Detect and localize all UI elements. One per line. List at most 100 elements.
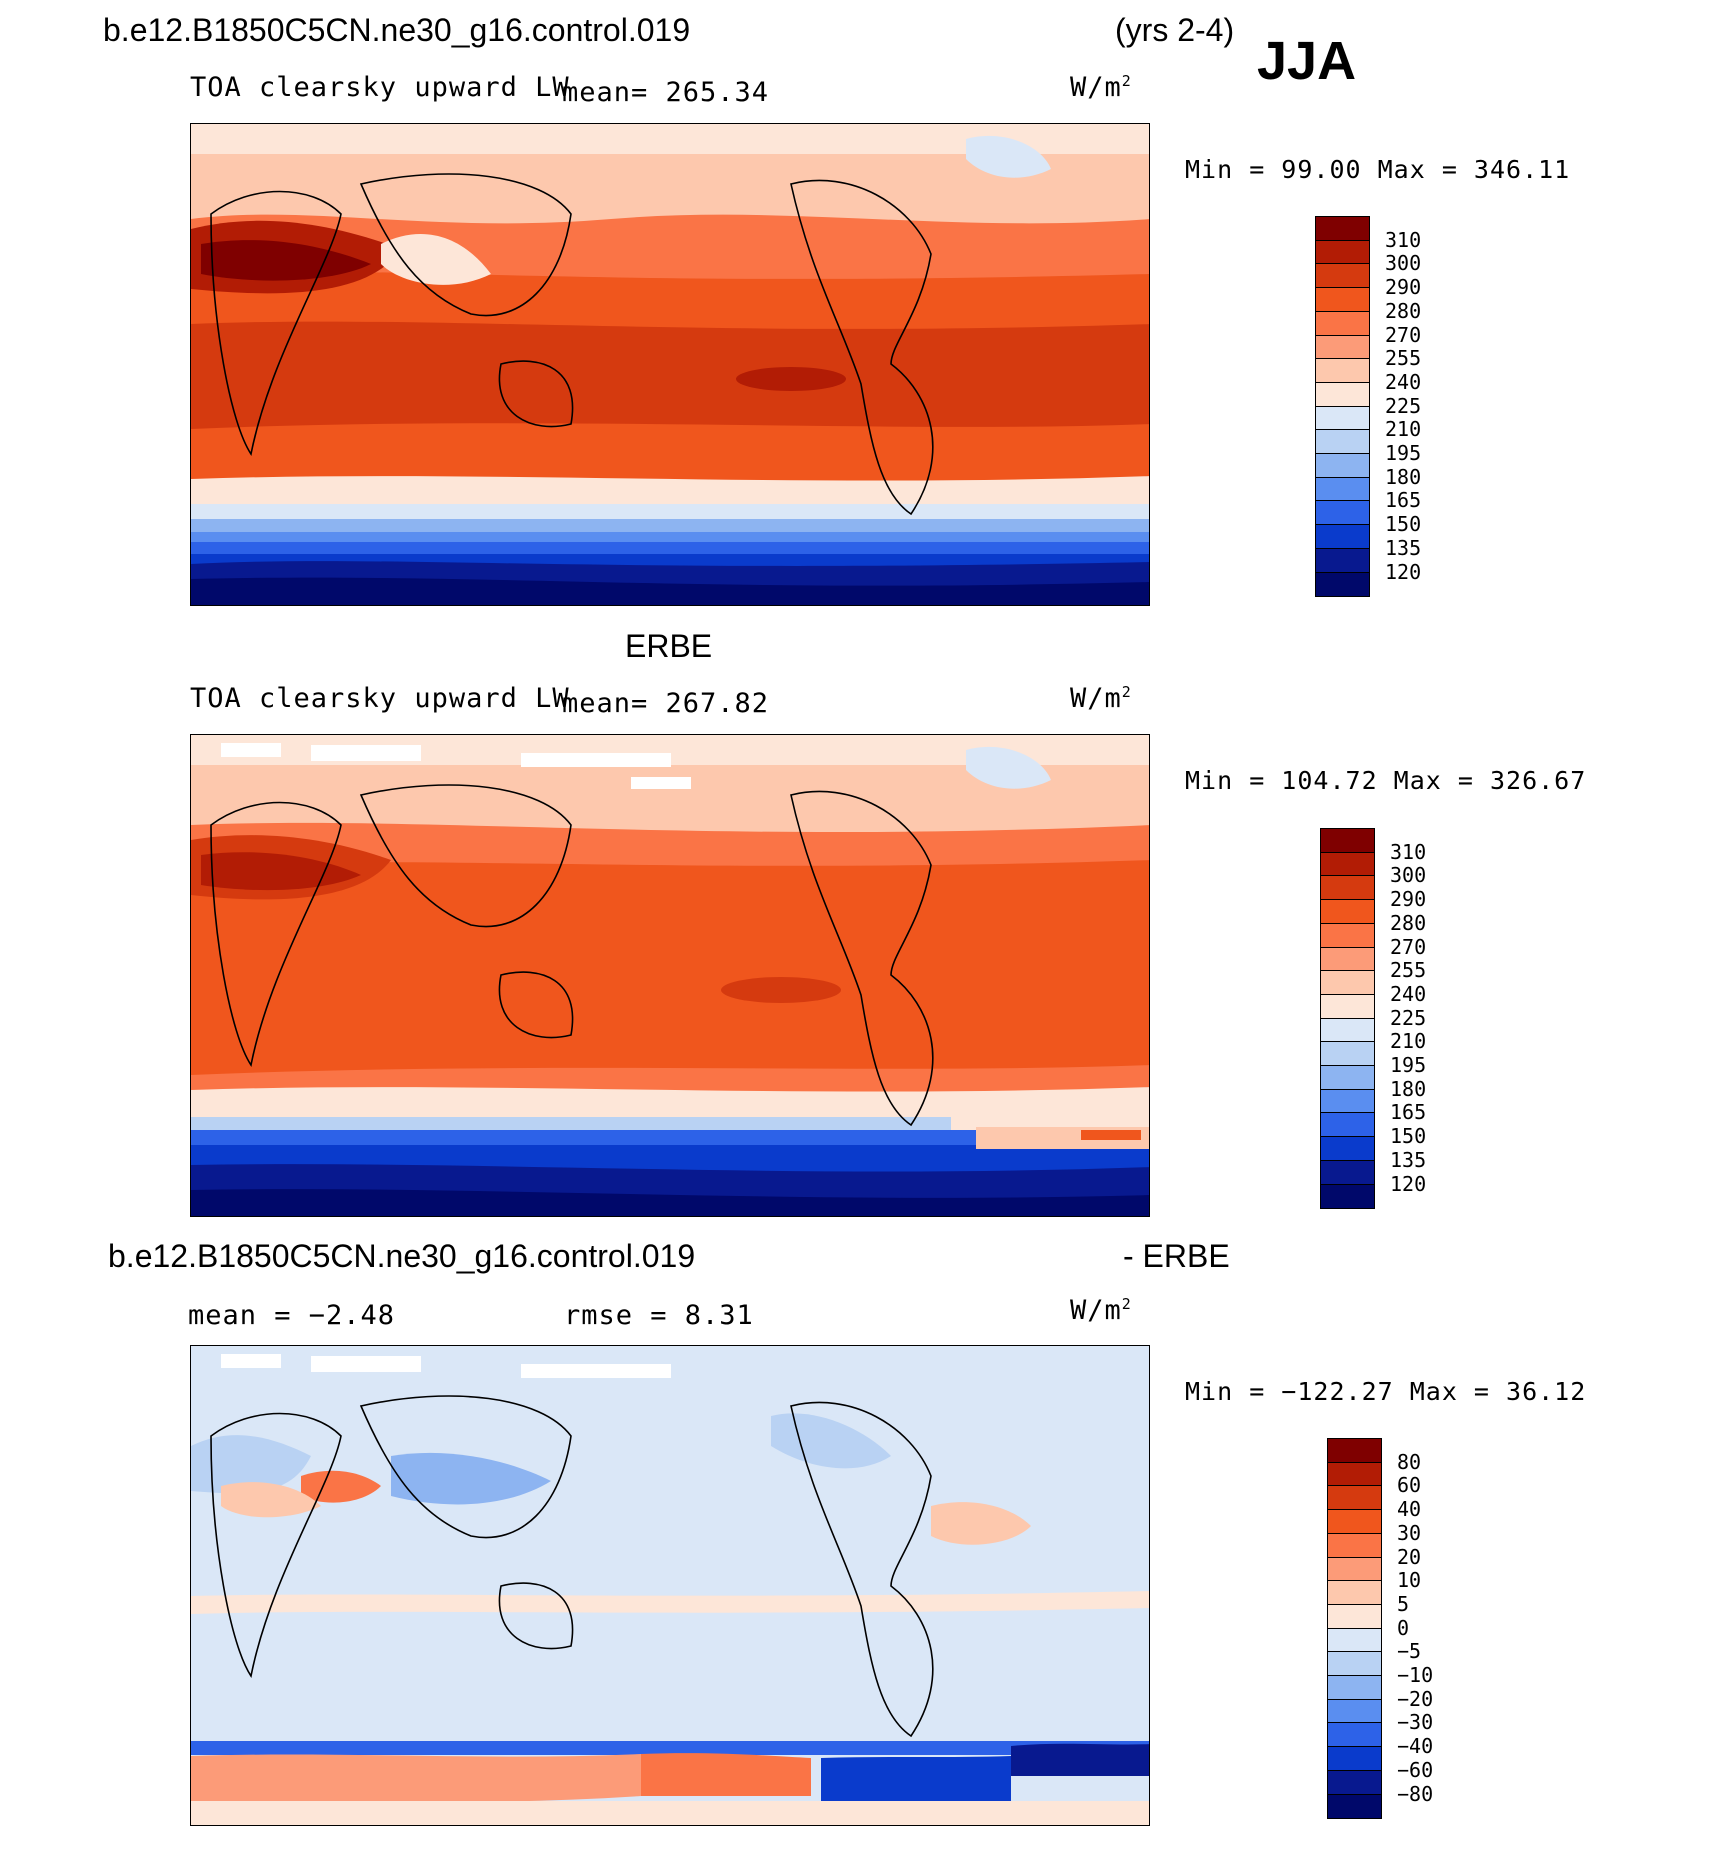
colorbar-swatch	[1315, 571, 1370, 597]
colorbar-swatch	[1327, 1603, 1382, 1630]
colorbar-label: 180	[1385, 464, 1422, 489]
panel3-title-left: b.e12.B1850C5CN.ne30_g16.control.019	[108, 1238, 696, 1274]
colorbar-label: 80	[1397, 1449, 1422, 1474]
colorbar-swatch	[1327, 1698, 1382, 1724]
colorbar-swatch	[1320, 875, 1375, 901]
colorbar-swatch	[1327, 1556, 1382, 1582]
panel1-map	[190, 123, 1150, 606]
colorbar-label: 165	[1385, 488, 1422, 513]
colorbar-label: 255	[1390, 958, 1427, 983]
colorbar-label: 165	[1390, 1100, 1427, 1125]
colorbar-swatch	[1320, 922, 1375, 948]
colorbar-label: 255	[1385, 346, 1422, 371]
colorbar-label: 300	[1385, 251, 1422, 276]
colorbar-label: −5	[1397, 1639, 1422, 1664]
colorbar-swatch	[1327, 1769, 1382, 1795]
colorbar-label: 210	[1385, 417, 1422, 442]
colorbar-swatch	[1320, 1041, 1375, 1067]
colorbar-label: 135	[1390, 1147, 1427, 1172]
colorbar-swatch	[1315, 334, 1370, 360]
colorbar-swatch	[1315, 310, 1370, 336]
colorbar-swatch	[1315, 453, 1370, 479]
colorbar-label: 270	[1390, 934, 1427, 959]
colorbar-label: 210	[1390, 1029, 1427, 1054]
colorbar-label: 195	[1385, 441, 1422, 465]
panel2-variable: TOA clearsky upward LW	[190, 683, 570, 714]
colorbar-label: 150	[1385, 512, 1422, 537]
colorbar-swatch	[1327, 1746, 1382, 1772]
colorbar-swatch	[1327, 1580, 1382, 1606]
years-label: (yrs 2-4)	[1115, 12, 1235, 48]
colorbar-label: 280	[1390, 910, 1427, 935]
colorbar-swatch	[1315, 381, 1370, 408]
colorbar-swatch	[1320, 1065, 1375, 1091]
panel3-title-right: - ERBE	[1123, 1238, 1230, 1274]
colorbar-swatch	[1315, 216, 1370, 242]
colorbar-label: 300	[1390, 863, 1427, 888]
colorbar-label: 240	[1385, 369, 1422, 394]
colorbar-label: −60	[1397, 1757, 1434, 1782]
panel1-mean: mean= 265.34	[562, 77, 770, 108]
colorbar-swatch	[1327, 1485, 1382, 1511]
colorbar-label: 310	[1385, 227, 1422, 252]
colorbar-swatch	[1315, 239, 1370, 265]
colorbar-swatch	[1327, 1532, 1382, 1558]
colorbar-label: 5	[1397, 1591, 1410, 1616]
panel2-title: ERBE	[625, 628, 713, 664]
colorbar-swatch	[1327, 1461, 1382, 1487]
colorbar-label: −80	[1397, 1781, 1434, 1806]
colorbar-swatch	[1320, 1159, 1375, 1185]
colorbar-swatch	[1315, 476, 1370, 502]
panel3-mean: mean = −2.48	[188, 1300, 396, 1331]
colorbar-swatch	[1315, 547, 1370, 573]
colorbar-swatch	[1320, 1136, 1375, 1162]
colorbar-swatch	[1327, 1675, 1382, 1701]
colorbar-swatch	[1315, 524, 1370, 550]
colorbar-label: 135	[1385, 535, 1422, 560]
case-title: b.e12.B1850C5CN.ne30_g16.control.019	[103, 12, 691, 48]
colorbar-label: 225	[1385, 393, 1422, 418]
colorbar-label: −20	[1397, 1686, 1434, 1711]
colorbar-swatch	[1320, 828, 1375, 854]
colorbar-swatch	[1327, 1438, 1382, 1464]
colorbar-label: −10	[1397, 1663, 1434, 1687]
colorbar-label: 150	[1390, 1124, 1427, 1149]
colorbar-swatch	[1315, 358, 1370, 384]
colorbar-label: 290	[1385, 275, 1422, 300]
colorbar-swatch	[1327, 1509, 1382, 1535]
colorbar-swatch	[1315, 500, 1370, 526]
panel3-rmse: rmse = 8.31	[564, 1300, 754, 1331]
colorbar-swatch	[1327, 1722, 1382, 1748]
colorbar-label: 225	[1390, 1005, 1427, 1030]
colorbar-swatch	[1320, 1017, 1375, 1043]
colorbar-label: 180	[1390, 1076, 1427, 1101]
colorbar-label: 270	[1385, 322, 1422, 347]
panel2-map	[190, 734, 1150, 1217]
panel3-map	[190, 1345, 1150, 1826]
colorbar-label: 40	[1397, 1497, 1422, 1522]
panel1-minmax: Min = 99.00 Max = 346.11	[1185, 155, 1571, 184]
colorbar-label: −30	[1397, 1710, 1434, 1735]
colorbar-swatch	[1327, 1627, 1382, 1653]
colorbar-label: 280	[1385, 298, 1422, 323]
colorbar-swatch	[1315, 287, 1370, 313]
panel3-minmax: Min = −122.27 Max = 36.12	[1185, 1377, 1587, 1406]
colorbar-swatch	[1320, 970, 1375, 996]
colorbar-swatch	[1320, 1112, 1375, 1138]
colorbar-swatch	[1320, 1088, 1375, 1114]
panel1-variable: TOA clearsky upward LW	[190, 72, 570, 103]
colorbar-label: 120	[1385, 559, 1422, 584]
colorbar-label: 310	[1390, 839, 1427, 864]
colorbar-label: 240	[1390, 981, 1427, 1006]
colorbar-label: 20	[1397, 1544, 1422, 1569]
colorbar-label: 195	[1390, 1053, 1427, 1077]
panel2-minmax: Min = 104.72 Max = 326.67	[1185, 766, 1587, 795]
colorbar-label: 0	[1397, 1615, 1410, 1640]
colorbar-label: 290	[1390, 887, 1427, 912]
colorbar-swatch	[1327, 1651, 1382, 1677]
colorbar-label: −40	[1397, 1734, 1434, 1759]
panel3-units: W/m2	[1070, 1295, 1132, 1326]
colorbar-swatch	[1315, 263, 1370, 289]
colorbar-label: 60	[1397, 1473, 1422, 1498]
season-label: JJA	[1257, 31, 1357, 91]
